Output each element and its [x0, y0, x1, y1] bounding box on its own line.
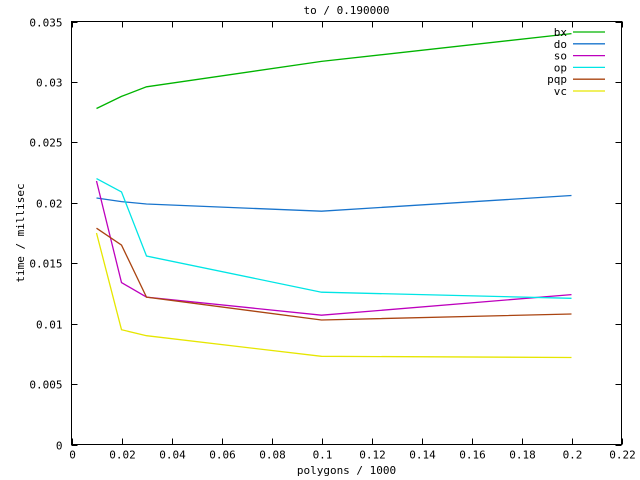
series-line-op	[96, 178, 572, 299]
y-tick-label: 0.01	[36, 319, 63, 332]
legend-label-do: do	[554, 38, 567, 51]
legend-label-bx: bx	[554, 26, 568, 39]
y-tick-label: 0	[56, 440, 63, 453]
series-line-so	[95, 180, 572, 316]
y-tick-label: 0.005	[29, 379, 62, 392]
x-tick-label: 0.12	[359, 449, 386, 462]
y-tick-label: 0.015	[29, 258, 62, 271]
legend-label-pqp: pqp	[547, 73, 567, 86]
series-line-bx	[96, 32, 572, 110]
plot-border	[71, 21, 622, 445]
series-line-vc	[95, 232, 572, 359]
x-tick-label: 0.2	[563, 449, 583, 462]
y-tick-label: 0.025	[29, 137, 62, 150]
legend-label-so: so	[554, 50, 567, 63]
x-tick-label: 0.16	[459, 449, 486, 462]
x-axis-label: polygons / 1000	[297, 464, 396, 477]
legend-label-op: op	[554, 61, 567, 74]
chart-title: to / 0.190000	[303, 4, 389, 17]
x-tick-label: 0.06	[209, 449, 236, 462]
series-line-pqp	[96, 227, 572, 321]
y-tick-label: 0.02	[36, 198, 63, 211]
x-tick-label: 0.04	[159, 449, 186, 462]
x-tick-label: 0.08	[259, 449, 286, 462]
x-tick-label: 0.22	[609, 449, 636, 462]
y-tick-label: 0.03	[36, 77, 63, 90]
y-tick-label: 0.035	[29, 17, 62, 30]
y-axis-label: time / millisec	[14, 183, 27, 282]
x-tick-label: 0.14	[409, 449, 436, 462]
x-tick-label: 0.02	[109, 449, 136, 462]
legend-label-vc: vc	[554, 85, 567, 98]
x-tick-label: 0.1	[313, 449, 333, 462]
series-line-do	[96, 194, 572, 212]
x-tick-label: 0.18	[509, 449, 536, 462]
x-tick-label: 0	[69, 449, 76, 462]
